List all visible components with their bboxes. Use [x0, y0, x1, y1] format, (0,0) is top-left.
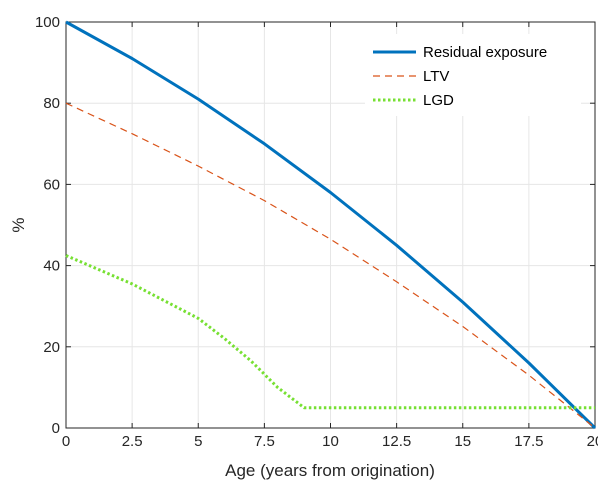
y-tick-label: 60	[43, 176, 60, 193]
legend-box	[365, 34, 581, 116]
y-tick-label: 80	[43, 95, 60, 112]
x-tick-label: 20	[587, 433, 598, 450]
series-line-ltv	[65, 102, 596, 429]
y-tick-label: 100	[35, 14, 60, 31]
x-tick-label: 5	[194, 433, 202, 450]
x-axis-label: Age (years from origination)	[225, 461, 435, 480]
y-tick-label: 20	[43, 339, 60, 356]
y-axis-label: %	[9, 217, 28, 232]
legend-label-residual-exposure: Residual exposure	[423, 44, 547, 61]
x-tick-label: 17.5	[514, 433, 543, 450]
axis-ticks	[65, 21, 596, 429]
x-tick-label: 12.5	[382, 433, 411, 450]
x-tick-label: 0	[62, 433, 70, 450]
y-tick-labels: 0 20 40 60 80 100	[35, 14, 60, 437]
series-lines	[65, 20, 597, 430]
legend-label-ltv: LTV	[423, 68, 449, 85]
legend-label-lgd: LGD	[423, 92, 454, 109]
y-tick-label: 40	[43, 258, 60, 275]
x-tick-label: 2.5	[122, 433, 143, 450]
x-tick-label: 7.5	[254, 433, 275, 450]
x-tick-label: 15	[454, 433, 471, 450]
x-tick-labels: 0 2.5 5 7.5 10 12.5 15 17.5 20	[62, 433, 598, 450]
y-tick-label: 0	[52, 420, 60, 437]
x-tick-label: 10	[322, 433, 339, 450]
series-line-residual-exposure	[65, 20, 597, 430]
legend: Residual exposure LTV LGD	[365, 34, 581, 116]
